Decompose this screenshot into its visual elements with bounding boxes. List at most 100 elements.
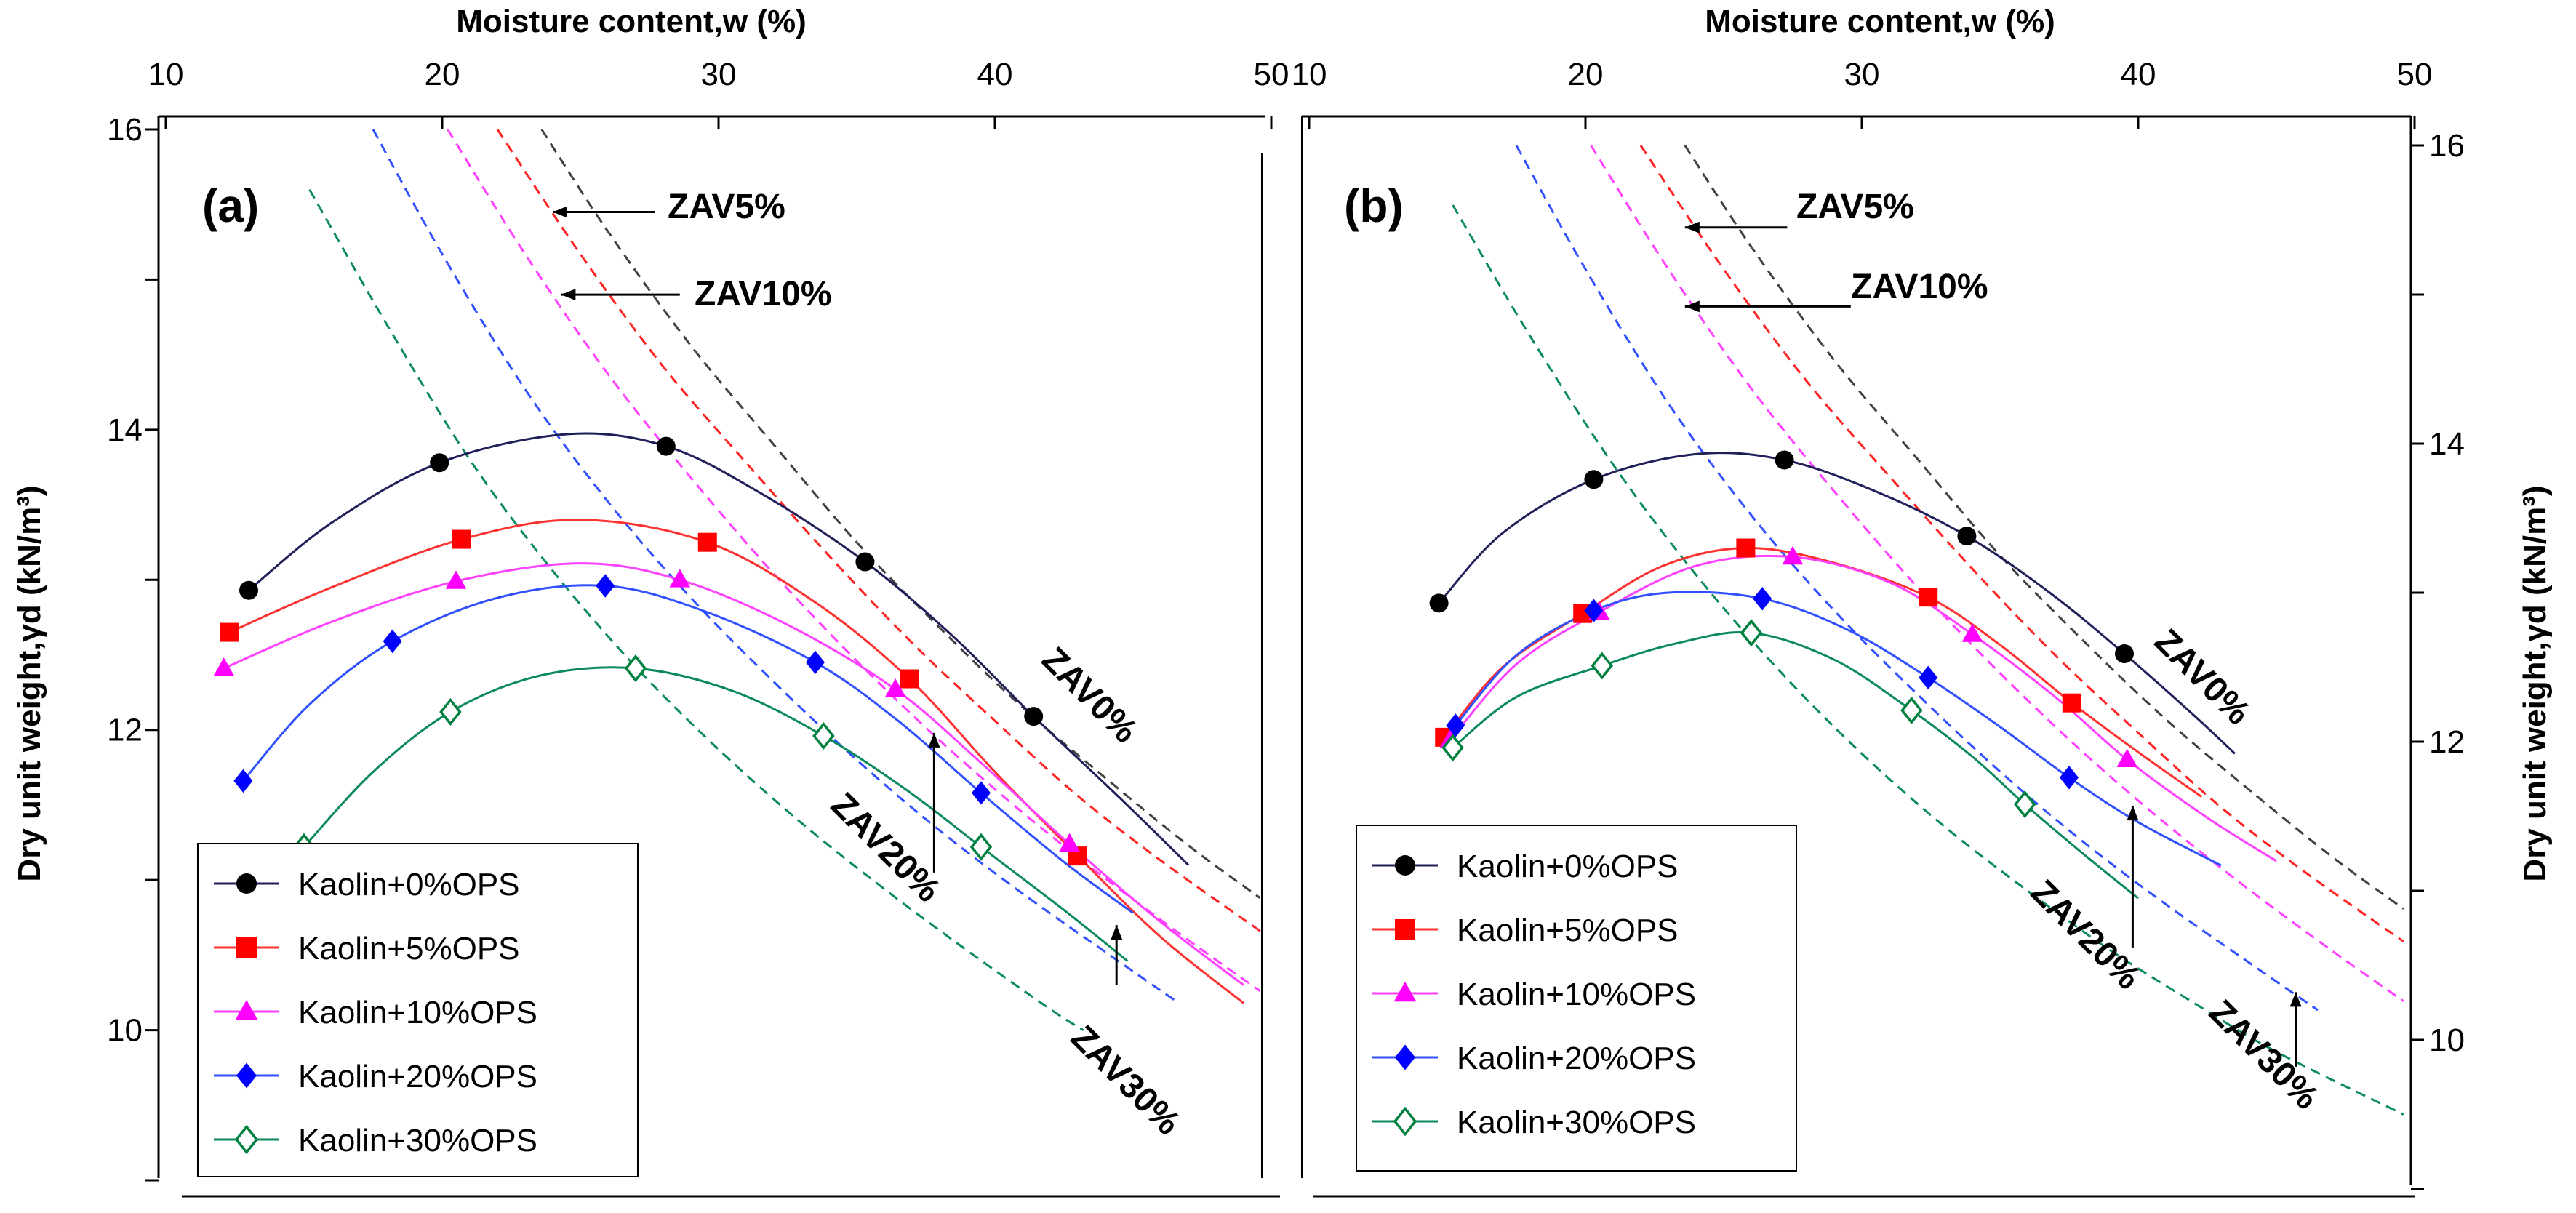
zav-curve-zav10 xyxy=(1590,145,2404,1002)
x-ticks-b: 10 20 30 40 50 xyxy=(1292,57,2433,129)
data-point-kaolin-30-ops xyxy=(439,697,462,726)
panel-b: Moisture content,w (%) Dry unit weight,γ… xyxy=(1292,4,2553,1198)
annotation-zav20-a: ZAV20% xyxy=(823,785,948,910)
x-tick-label: 50 xyxy=(2397,57,2433,92)
fit-curve-kaolin-10-ops xyxy=(223,562,1244,986)
x-axis-title-b: Moisture content,w (%) xyxy=(1705,4,2055,39)
annotation-zav10-a: ZAV10% xyxy=(695,275,832,313)
data-point-kaolin-0-ops xyxy=(855,552,875,572)
y-tick-label: 14 xyxy=(107,412,143,448)
annotation-zav30-b: ZAV30% xyxy=(2201,993,2326,1117)
legend-marker-kaolin-20-ops xyxy=(1395,1044,1415,1070)
x-tick-label: 20 xyxy=(425,57,460,92)
legend-marker-kaolin-10-ops xyxy=(1393,981,1417,1002)
data-point-kaolin-20-ops xyxy=(1919,665,1938,690)
fit-curve-kaolin-0-ops xyxy=(1438,452,2236,755)
legend-marker-kaolin-5-ops xyxy=(236,937,257,958)
data-point-kaolin-20-ops xyxy=(1446,713,1465,737)
legend-label-kaolin-5-ops: Kaolin+5%OPS xyxy=(1457,913,1679,948)
data-point-kaolin-20-ops xyxy=(806,650,825,675)
data-point-kaolin-30-ops xyxy=(1740,619,1763,647)
data-point-kaolin-30-ops xyxy=(624,654,647,683)
legend-marker-kaolin-30-ops xyxy=(234,1124,259,1155)
data-point-kaolin-5-ops xyxy=(1736,538,1756,558)
annotation-zav10-b: ZAV10% xyxy=(1851,268,1988,306)
annotation-arrowhead xyxy=(553,206,567,218)
zav-curve-zav0 xyxy=(540,129,1261,900)
legend-label-kaolin-0-ops: Kaolin+0%OPS xyxy=(1457,849,1679,884)
data-point-kaolin-20-ops xyxy=(383,629,402,654)
data-point-kaolin-0-ops xyxy=(1024,707,1044,726)
x-tick-label: 10 xyxy=(148,57,184,92)
data-markers-a xyxy=(213,436,1087,866)
fit-curves-a xyxy=(223,432,1244,1004)
data-point-kaolin-20-ops xyxy=(233,769,253,793)
data-point-kaolin-5-ops xyxy=(900,669,919,689)
legend-label-kaolin-10-ops: Kaolin+10%OPS xyxy=(298,995,537,1030)
data-point-kaolin-30-ops xyxy=(1591,652,1614,680)
zav-curve-zav30 xyxy=(1452,204,2404,1116)
x-tick-label: 30 xyxy=(1844,57,1880,92)
legend-label-kaolin-20-ops: Kaolin+20%OPS xyxy=(1457,1041,1696,1076)
data-point-kaolin-10-ops xyxy=(669,569,691,588)
fit-curve-kaolin-20-ops xyxy=(1455,591,2222,867)
annotation-arrowhead xyxy=(2127,806,2139,821)
data-point-kaolin-0-ops xyxy=(1584,470,1604,489)
x-axis-title-a: Moisture content,w (%) xyxy=(456,4,807,39)
y-ticks-b: 10 12 14 16 xyxy=(2411,128,2465,1190)
annotation-arrowhead xyxy=(561,289,576,301)
x-tick-label: 10 xyxy=(1292,57,1327,92)
data-markers-b xyxy=(1429,450,2138,819)
legend-marker-kaolin-20-ops xyxy=(236,1062,257,1089)
data-point-kaolin-10-ops xyxy=(1059,833,1080,852)
fit-curve-kaolin-10-ops xyxy=(1449,554,2277,862)
data-point-kaolin-5-ops xyxy=(697,532,717,552)
data-point-kaolin-5-ops xyxy=(220,622,239,642)
annotation-arrowhead xyxy=(1111,925,1123,940)
data-point-kaolin-5-ops xyxy=(1919,588,1938,607)
y-tick-label: 16 xyxy=(2429,128,2465,164)
legend-b: Kaolin+0%OPS Kaolin+5%OPS Kaolin+10%OPS Kao… xyxy=(1356,825,1797,1172)
zav-curve-zav5 xyxy=(496,129,1261,932)
y-ticks-a: 10 12 14 16 xyxy=(107,112,159,1182)
data-point-kaolin-0-ops xyxy=(656,436,676,456)
annotation-zav30-a: ZAV30% xyxy=(1063,1018,1188,1142)
x-tick-label: 30 xyxy=(701,57,737,92)
legend-label-kaolin-0-ops: Kaolin+0%OPS xyxy=(298,867,520,902)
annotation-arrowhead xyxy=(928,732,940,748)
data-point-kaolin-5-ops xyxy=(2062,693,2081,713)
data-point-kaolin-30-ops xyxy=(1441,734,1464,762)
x-tick-label: 40 xyxy=(977,57,1013,92)
data-point-kaolin-30-ops xyxy=(812,721,835,750)
legend-label-kaolin-5-ops: Kaolin+5%OPS xyxy=(298,931,520,966)
y-tick-label: 16 xyxy=(107,112,143,148)
zav-curves-a xyxy=(308,129,1261,1031)
annotation-arrowhead xyxy=(1684,300,1700,313)
data-point-kaolin-30-ops xyxy=(2013,790,2036,819)
legend-marker-kaolin-0-ops xyxy=(1395,855,1415,876)
fit-curve-kaolin-20-ops xyxy=(242,584,1134,914)
legend-label-kaolin-10-ops: Kaolin+10%OPS xyxy=(1457,977,1696,1012)
zav-curve-zav5 xyxy=(1639,145,2404,942)
data-point-kaolin-10-ops xyxy=(2116,748,2138,767)
data-point-kaolin-20-ops xyxy=(1753,586,1772,611)
y-tick-label: 12 xyxy=(107,713,143,748)
legend-label-kaolin-30-ops: Kaolin+30%OPS xyxy=(1457,1105,1696,1140)
zav-curve-zav20 xyxy=(372,129,1175,1001)
zav-curve-zav0 xyxy=(1684,145,2404,910)
y-tick-label: 10 xyxy=(107,1013,143,1049)
x-tick-label: 20 xyxy=(1568,57,1604,92)
y-tick-label: 12 xyxy=(2429,724,2465,760)
fit-curve-kaolin-30-ops xyxy=(1452,631,2139,900)
x-tick-label: 50 xyxy=(1254,57,1289,92)
fit-curve-kaolin-0-ops xyxy=(248,432,1190,866)
zav-curves-b xyxy=(1452,145,2404,1116)
data-point-kaolin-10-ops xyxy=(213,657,235,676)
data-point-kaolin-0-ops xyxy=(430,453,449,473)
data-point-kaolin-10-ops xyxy=(1961,623,1983,642)
data-point-kaolin-10-ops xyxy=(884,678,906,697)
panel-label-a: (a) xyxy=(202,180,259,232)
data-point-kaolin-5-ops xyxy=(452,529,471,549)
annotation-zav0-b: ZAV0% xyxy=(2147,622,2257,732)
legend-box-a xyxy=(197,843,639,1177)
